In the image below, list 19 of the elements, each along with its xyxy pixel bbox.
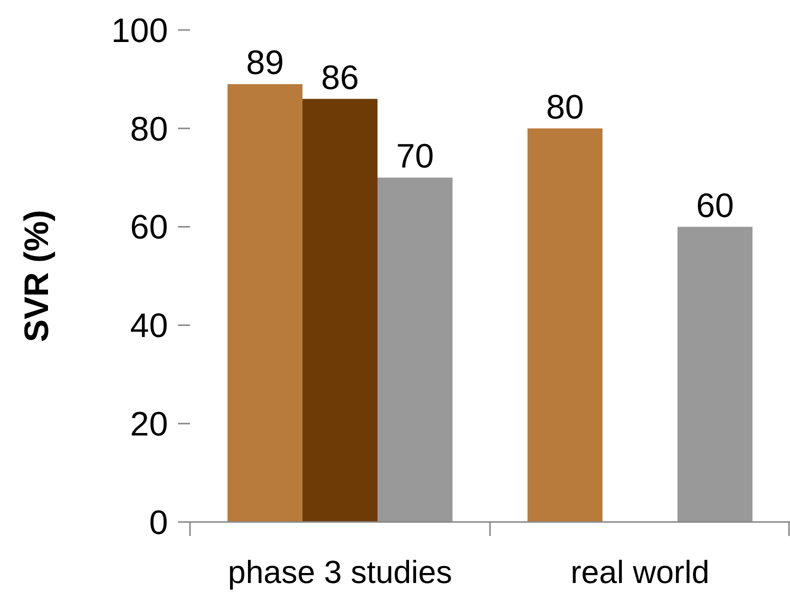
x-tick-label: real world: [570, 554, 710, 590]
y-tick-label: 80: [130, 110, 168, 148]
bar: [378, 178, 452, 522]
y-tick-label: 0: [149, 504, 168, 542]
data-label: 60: [696, 186, 734, 225]
y-axis-title: SVR (%): [18, 210, 56, 342]
data-label: 80: [546, 88, 584, 126]
bar: [678, 226, 752, 522]
bar: [302, 98, 378, 522]
y-tick-label: 100: [111, 12, 168, 50]
y-tick-label: 60: [130, 208, 168, 247]
data-label: 89: [246, 44, 284, 82]
bar: [528, 128, 602, 522]
data-label: 70: [396, 138, 434, 176]
bar: [228, 84, 302, 522]
y-tick-label: 20: [130, 406, 168, 444]
data-label: 86: [321, 58, 359, 97]
y-tick-label: 40: [130, 307, 168, 346]
x-tick-label: phase 3 studies: [228, 554, 452, 590]
